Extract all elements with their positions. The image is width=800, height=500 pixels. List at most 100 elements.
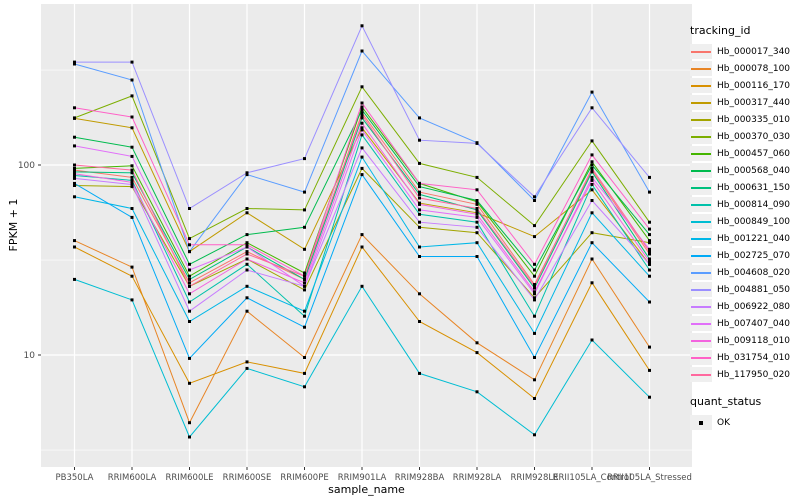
data-point bbox=[188, 356, 191, 360]
data-point bbox=[360, 233, 364, 237]
legend-key-line bbox=[691, 220, 711, 223]
data-point bbox=[533, 292, 536, 296]
legend-item: Hb_000017_340 bbox=[690, 43, 798, 60]
legend-item: Hb_000078_100 bbox=[690, 60, 798, 77]
legend-item-label: Hb_000457_060 bbox=[717, 148, 791, 159]
data-point bbox=[360, 121, 364, 125]
data-point bbox=[418, 161, 421, 165]
data-point bbox=[73, 116, 76, 120]
data-point bbox=[533, 235, 536, 239]
legend-item-quant-ok: OK bbox=[690, 414, 798, 431]
legend-item-label: Hb_000017_340 bbox=[717, 46, 791, 57]
ok-point-icon bbox=[699, 420, 703, 425]
legend-item-label: Hb_000317_440 bbox=[717, 97, 791, 108]
data-point bbox=[303, 208, 306, 212]
data-point bbox=[303, 271, 306, 275]
data-point bbox=[475, 215, 479, 219]
legend-key bbox=[690, 367, 712, 382]
data-point bbox=[360, 113, 364, 117]
data-point bbox=[533, 314, 536, 318]
legend-key bbox=[690, 129, 712, 144]
data-point bbox=[245, 360, 249, 364]
legend-key bbox=[690, 316, 712, 331]
data-point bbox=[130, 265, 134, 269]
legend-key bbox=[690, 61, 712, 76]
data-point bbox=[475, 175, 479, 179]
data-point bbox=[303, 157, 306, 161]
legend-key-line bbox=[691, 254, 711, 257]
data-point bbox=[188, 274, 191, 278]
data-point bbox=[245, 207, 249, 210]
data-point bbox=[475, 231, 479, 235]
data-point bbox=[130, 298, 134, 302]
data-point bbox=[245, 211, 249, 215]
data-point bbox=[360, 85, 364, 89]
legend-key-line bbox=[691, 271, 711, 274]
legend-key-line bbox=[691, 203, 711, 206]
data-point bbox=[475, 202, 479, 206]
data-point bbox=[73, 181, 76, 185]
data-point bbox=[245, 243, 249, 247]
data-point bbox=[360, 126, 364, 130]
data-point bbox=[73, 195, 76, 199]
legend-key-line bbox=[691, 169, 711, 172]
plot-panel bbox=[41, 4, 692, 467]
legend-item: Hb_000317_440 bbox=[690, 94, 798, 111]
data-point bbox=[130, 145, 134, 149]
data-point bbox=[130, 168, 134, 172]
data-point bbox=[533, 195, 536, 199]
legend-key bbox=[690, 282, 712, 297]
data-point bbox=[590, 188, 594, 192]
data-point bbox=[360, 155, 364, 159]
legend-item-label: Hb_007407_040 bbox=[717, 318, 791, 329]
legend-key bbox=[690, 333, 712, 348]
data-point bbox=[590, 211, 594, 215]
legend-item-label: Hb_002725_070 bbox=[717, 250, 791, 261]
data-point bbox=[533, 290, 536, 294]
data-point bbox=[648, 274, 651, 278]
legend-item: Hb_004881_050 bbox=[690, 281, 798, 298]
data-point bbox=[418, 185, 421, 189]
data-point bbox=[130, 207, 134, 210]
data-point bbox=[475, 351, 479, 355]
data-point bbox=[418, 212, 421, 216]
data-point bbox=[590, 139, 594, 143]
data-point bbox=[188, 268, 191, 272]
data-point bbox=[73, 277, 76, 281]
legend-key bbox=[690, 44, 712, 59]
legend-key bbox=[690, 197, 712, 212]
x-tick-label: RRIM600PE bbox=[280, 473, 328, 483]
data-point bbox=[188, 381, 191, 385]
data-point bbox=[475, 341, 479, 345]
data-point bbox=[130, 183, 134, 186]
data-point bbox=[590, 160, 594, 164]
legend-item: Hb_000116_170 bbox=[690, 77, 798, 94]
data-point bbox=[360, 24, 364, 28]
data-point bbox=[533, 331, 536, 335]
data-point bbox=[245, 284, 249, 288]
data-point bbox=[418, 181, 421, 185]
data-point bbox=[130, 126, 134, 130]
data-point bbox=[533, 378, 536, 382]
data-point bbox=[245, 296, 249, 300]
data-point bbox=[360, 128, 364, 132]
data-point bbox=[245, 173, 249, 177]
data-point bbox=[360, 101, 364, 105]
y-tick-label: 10 bbox=[24, 351, 36, 361]
data-point bbox=[188, 243, 191, 247]
legend-item: Hb_000335_010 bbox=[690, 111, 798, 128]
data-point bbox=[130, 94, 134, 98]
data-point bbox=[475, 225, 479, 229]
data-point bbox=[648, 227, 651, 231]
x-tick-label: RRIM928LE bbox=[511, 473, 559, 483]
data-point bbox=[303, 225, 306, 229]
legend-item-label: OK bbox=[717, 417, 730, 428]
legend-key-line bbox=[691, 237, 711, 240]
data-point bbox=[418, 292, 421, 296]
data-point bbox=[245, 366, 249, 370]
data-point bbox=[648, 220, 651, 224]
data-point bbox=[188, 237, 191, 241]
data-point bbox=[188, 281, 191, 285]
data-point bbox=[303, 284, 306, 288]
